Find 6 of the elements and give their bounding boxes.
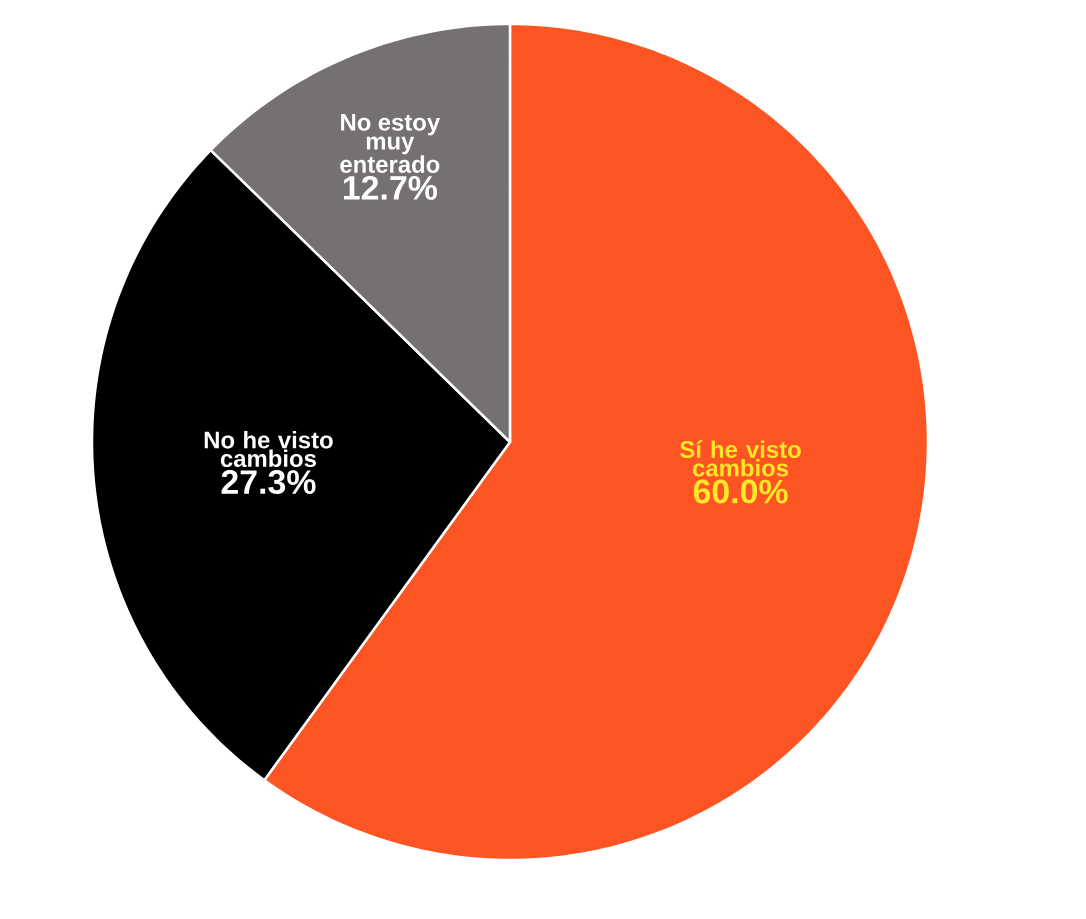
slice-label: No estoy muy enterado xyxy=(340,114,441,173)
slice-label: Sí he visto cambios xyxy=(680,440,801,477)
slice-label: No he visto cambios xyxy=(204,430,333,468)
data-label: 12.7% xyxy=(343,175,437,200)
data-label: 27.3% xyxy=(221,470,316,495)
data-label: 60.0% xyxy=(693,479,788,504)
